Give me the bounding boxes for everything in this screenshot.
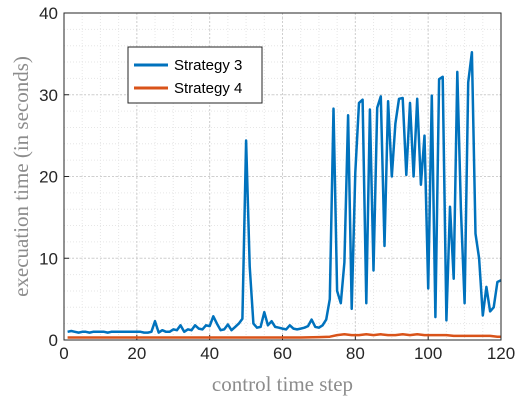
y-tick-label: 0 <box>49 331 58 350</box>
x-tick-label: 60 <box>273 344 292 363</box>
series-line-1 <box>67 50 502 334</box>
x-tick-label: 40 <box>200 344 219 363</box>
x-tick-labels: 0 20 40 60 80 100 120 <box>59 344 515 363</box>
y-tick-label: 30 <box>39 86 58 105</box>
y-tick-labels: 0 10 20 30 40 <box>39 4 58 350</box>
series-group <box>67 50 502 339</box>
y-tick-label: 10 <box>39 249 58 268</box>
x-tick-label: 80 <box>346 344 365 363</box>
y-axis-label: execuation time (in seconds) <box>9 56 33 297</box>
y-tick-label: 40 <box>39 4 58 23</box>
x-tick-label: 20 <box>127 344 146 363</box>
legend: Strategy 3 Strategy 4 <box>127 46 263 104</box>
x-tick-label: 0 <box>59 344 68 363</box>
legend-label: Strategy 3 <box>174 57 242 74</box>
x-tick-label: 120 <box>487 344 515 363</box>
x-axis-label: control time step <box>212 372 353 396</box>
series-line-2 <box>67 333 501 339</box>
y-tick-label: 20 <box>39 168 58 187</box>
plot-frame <box>63 12 502 341</box>
legend-box <box>127 46 263 104</box>
x-tick-label: 100 <box>414 344 442 363</box>
legend-label: Strategy 4 <box>174 80 242 97</box>
